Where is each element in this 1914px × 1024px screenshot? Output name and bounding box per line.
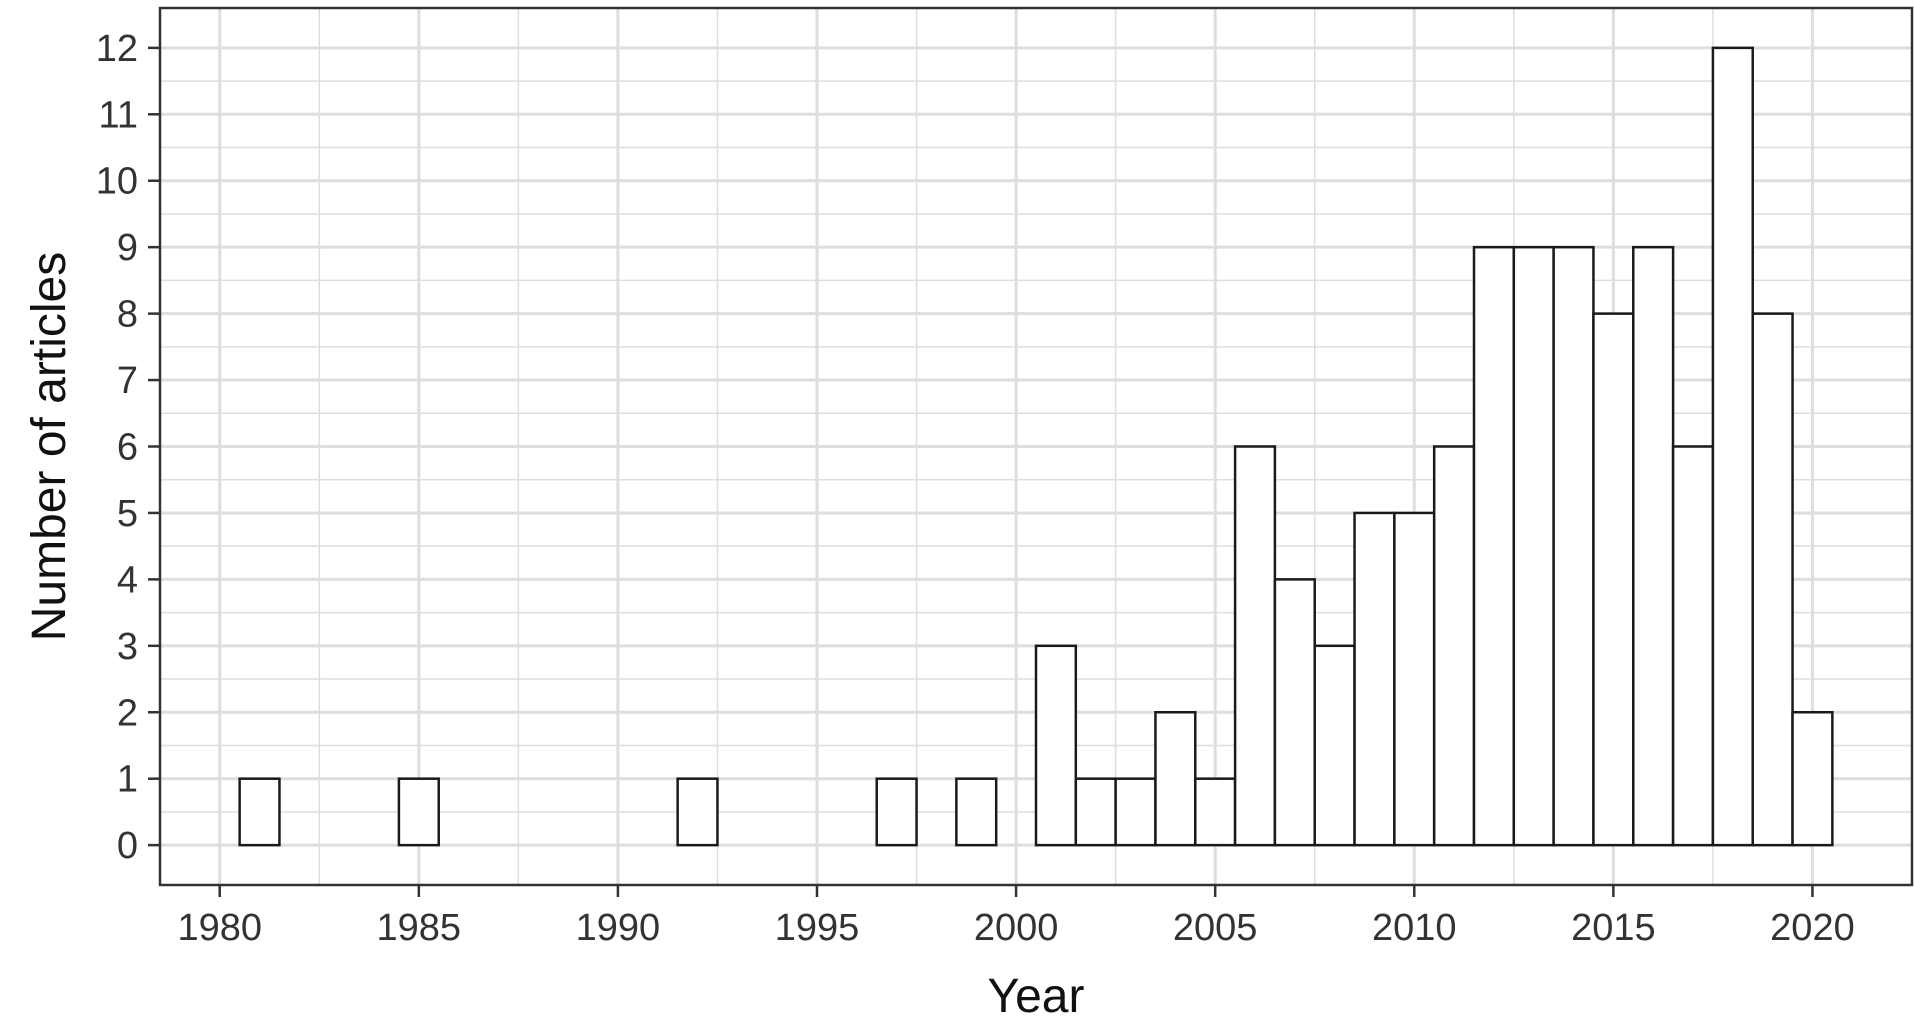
bar-2012 bbox=[1472, 245, 1516, 847]
y-tick-label: 9 bbox=[117, 227, 138, 269]
y-tick-label: 8 bbox=[117, 294, 138, 336]
bar-1985 bbox=[397, 777, 440, 847]
bar-2016 bbox=[1632, 245, 1675, 847]
bar-2011 bbox=[1432, 445, 1476, 847]
y-axis-title: Number of articles bbox=[23, 252, 76, 641]
y-tick-label: 12 bbox=[96, 28, 138, 70]
y-tick-label: 11 bbox=[99, 94, 138, 136]
bar-2009 bbox=[1353, 511, 1396, 847]
y-tick-label: 1 bbox=[117, 759, 138, 801]
bar-2006 bbox=[1233, 445, 1277, 847]
y-tick-label: 5 bbox=[117, 493, 138, 535]
x-tick-label: 1980 bbox=[177, 907, 262, 949]
x-tick-label: 2015 bbox=[1571, 907, 1656, 949]
bar-2003 bbox=[1114, 777, 1157, 847]
x-axis-title: Year bbox=[988, 970, 1085, 1023]
bar-1999 bbox=[955, 777, 998, 847]
x-tick-label: 2020 bbox=[1770, 907, 1855, 949]
y-tick-label: 4 bbox=[117, 559, 138, 601]
y-tick-label: 6 bbox=[117, 427, 138, 469]
x-tick-label: 1995 bbox=[775, 907, 860, 949]
bar-1981 bbox=[238, 777, 281, 847]
bar-layer bbox=[238, 46, 1834, 847]
bar-2005 bbox=[1194, 777, 1237, 847]
bar-2002 bbox=[1074, 777, 1117, 847]
bar-2020 bbox=[1791, 711, 1834, 847]
bar-2013 bbox=[1512, 245, 1555, 847]
bar-2014 bbox=[1552, 245, 1595, 847]
bar-2019 bbox=[1751, 312, 1794, 847]
bar-2007 bbox=[1273, 578, 1316, 847]
x-axis: 1980 1985 1990 1995 2000 2005 2010 2015 2020 bbox=[177, 885, 1855, 949]
bar-2004 bbox=[1154, 711, 1197, 847]
x-tick-label: 1990 bbox=[576, 907, 661, 949]
bar-2008 bbox=[1313, 644, 1356, 847]
bar-2010 bbox=[1393, 511, 1436, 847]
y-tick-label: 2 bbox=[117, 692, 138, 734]
bar-1992 bbox=[676, 777, 719, 847]
x-tick-label: 2005 bbox=[1173, 907, 1258, 949]
y-tick-label: 7 bbox=[117, 360, 138, 402]
bar-1997 bbox=[875, 777, 918, 847]
y-tick-label: 10 bbox=[96, 161, 138, 203]
bar-2015 bbox=[1592, 312, 1635, 847]
x-tick-label: 2000 bbox=[974, 907, 1059, 949]
y-tick-label: 0 bbox=[117, 825, 138, 867]
bar-2018 bbox=[1711, 46, 1754, 847]
y-tick-label: 3 bbox=[117, 626, 138, 668]
x-tick-label: 1985 bbox=[377, 907, 462, 949]
bar-2017 bbox=[1671, 445, 1715, 847]
x-tick-label: 2010 bbox=[1372, 907, 1457, 949]
bar-2001 bbox=[1034, 644, 1078, 847]
